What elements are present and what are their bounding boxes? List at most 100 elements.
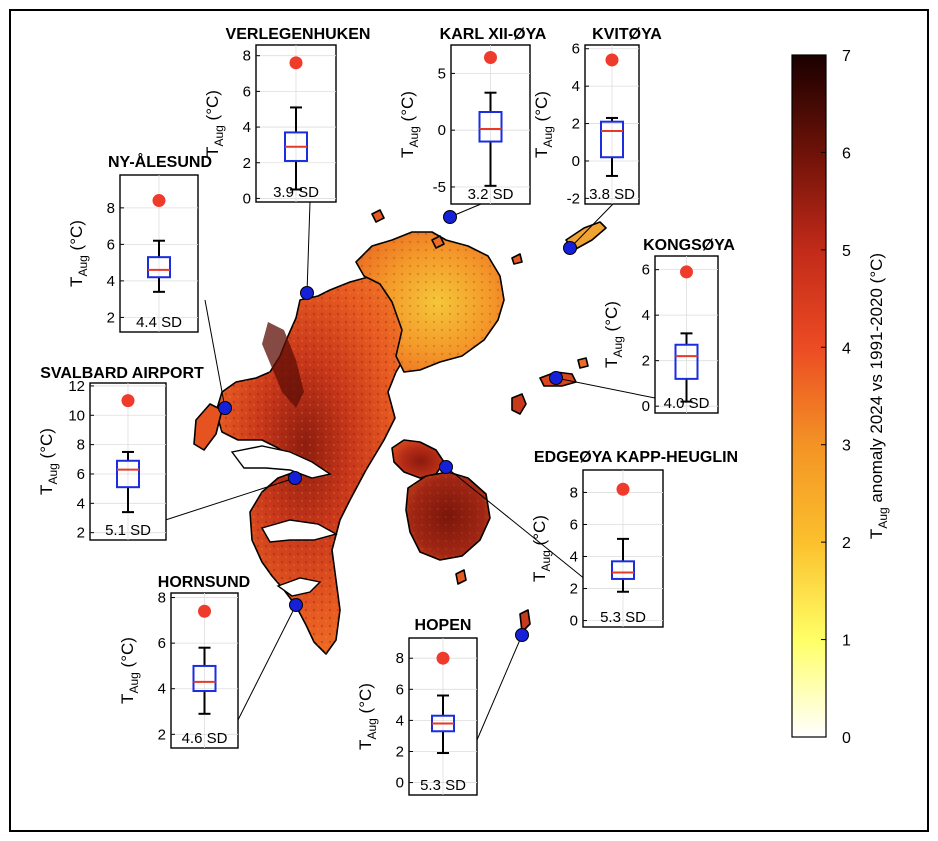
prins-karls-forland <box>193 403 223 451</box>
y-tick-label: 2 <box>158 726 166 743</box>
station-title: KARL XII-ØYA <box>440 26 547 43</box>
connector-hornsund <box>237 604 297 721</box>
station-marker-hornsund <box>289 598 303 612</box>
inset-kongsoya: 0 2 4 6 TAug (°C) 4.0 SD KONGSØYA <box>602 237 735 415</box>
bellsund <box>260 519 338 543</box>
y-tick-label: 4 <box>572 78 580 95</box>
interquartile-box <box>611 560 635 580</box>
station-marker-kongsoya <box>549 371 563 385</box>
connector-ny-alesund <box>204 299 226 409</box>
sd-label: 5.1 SD <box>105 522 151 539</box>
y-axis-label: TAug (°C) <box>67 220 90 287</box>
y-tick-label: 2 <box>572 116 580 133</box>
y-tick-label: 2 <box>77 525 85 542</box>
observed-2024-point <box>198 604 211 618</box>
station-marker-kvitoya <box>563 241 577 255</box>
y-tick-label: 2 <box>570 581 578 598</box>
sd-label: 4.6 SD <box>182 730 228 747</box>
colorbar-label: TAug anomaly 2024 vs 1991-2020 (°C) <box>867 253 890 539</box>
dark-highland <box>262 322 304 408</box>
station-title: KONGSØYA <box>643 237 735 254</box>
y-tick-label: 6 <box>158 635 166 652</box>
station-marker-svalbard-airport <box>288 471 302 485</box>
observed-2024-point <box>484 50 497 64</box>
y-tick-label: 2 <box>107 309 115 326</box>
observed-2024-point <box>121 394 135 408</box>
station-title: NY-ÅLESUND <box>108 152 212 171</box>
observed-2024-point <box>680 265 693 279</box>
y-tick-label: 0 <box>438 122 446 139</box>
y-tick-label: 8 <box>77 437 85 454</box>
interquartile-box <box>674 343 699 380</box>
connector-verlegenhuken <box>306 201 311 294</box>
sd-label: 3.2 SD <box>468 186 514 203</box>
connector-kvitoya <box>569 203 614 249</box>
y-axis-label: TAug (°C) <box>203 90 226 157</box>
observed-2024-point <box>436 651 450 665</box>
y-tick-label: 10 <box>68 407 85 424</box>
observed-2024-point <box>616 482 630 496</box>
sd-label: 3.9 SD <box>273 184 319 201</box>
colorbar-tick-label: 7 <box>842 48 851 65</box>
y-tick-label: 4 <box>243 119 251 136</box>
inset-edgeoya-kapp-heuglin: 0 2 4 6 8 TAug (°C) 5.3 SD EDGEØYA KAPP-HEUGLIN <box>530 449 738 630</box>
y-tick-label: 8 <box>396 650 404 667</box>
inset-hopen: 0 2 4 6 8 TAug (°C) 5.3 SD HOPEN <box>356 617 478 796</box>
inset-kvitoya: -2 0 2 4 6 TAug (°C) 3.8 SD KVITØYA <box>532 26 662 207</box>
small-island-n <box>431 235 445 249</box>
y-tick-label: 12 <box>68 378 85 395</box>
connector-hopen <box>476 634 523 741</box>
interquartile-box <box>478 111 503 143</box>
station-marker-hopen <box>515 628 529 642</box>
y-tick-label: 0 <box>642 398 650 415</box>
colorbar-tick-label: 1 <box>842 633 851 650</box>
y-tick-label: 5 <box>438 65 446 82</box>
svalbard-map <box>193 209 607 655</box>
inset-svalbard-airport: 2 4 6 8 10 12 TAug (°C) 5.1 SD SVALBARD AIRPORT <box>37 365 204 542</box>
colorbar-tick-label: 5 <box>842 243 851 260</box>
y-tick-label: 2 <box>243 155 251 172</box>
observed-2024-point <box>605 53 619 67</box>
y-tick-label: 8 <box>158 590 166 607</box>
y-tick-label: 4 <box>570 549 578 566</box>
inset-karl-xii-oya: -5 0 5 TAug (°C) 3.2 SD KARL XII-ØYA <box>398 26 547 205</box>
y-tick-label: 2 <box>396 743 404 760</box>
y-tick-label: 8 <box>243 48 251 65</box>
sd-label: 5.3 SD <box>600 609 646 626</box>
station-marker-edgeoya-kapp-heuglin <box>439 460 453 474</box>
small-island-s <box>455 569 467 585</box>
connector-kongsoya <box>555 377 656 399</box>
colorbar-scale <box>791 54 827 738</box>
station-marker-verlegenhuken <box>300 286 314 300</box>
y-tick-label: 0 <box>570 613 578 630</box>
inset-ny-alesund: 2 4 6 8 TAug (°C) 4.4 SD NY-ÅLESUND <box>67 152 212 333</box>
y-tick-label: 8 <box>570 484 578 501</box>
y-axis-label: TAug (°C) <box>398 91 421 158</box>
svenskoya <box>511 393 527 415</box>
observed-2024-point <box>289 56 303 70</box>
interquartile-box <box>147 256 171 279</box>
nordaustlandet-texture <box>356 232 504 372</box>
station-title: HORNSUND <box>158 574 250 591</box>
y-axis-label: TAug (°C) <box>530 515 553 582</box>
interquartile-box <box>192 664 217 693</box>
y-tick-label: -2 <box>567 190 580 207</box>
small-island-e <box>577 357 589 369</box>
y-tick-label: 0 <box>396 775 404 792</box>
sd-label: 4.4 SD <box>136 314 182 331</box>
y-tick-label: 0 <box>572 153 580 170</box>
edgeoya-texture <box>406 472 490 560</box>
station-marker-karl-xii-oya <box>443 210 457 224</box>
y-axis-label: TAug (°C) <box>118 637 141 704</box>
isfjorden <box>230 445 332 479</box>
interquartile-box <box>600 120 624 159</box>
y-axis-label: TAug (°C) <box>532 91 555 158</box>
colorbar-ticks: 0 1 2 3 4 5 6 7 <box>821 48 851 747</box>
station-title: VERLEGENHUKEN <box>226 26 371 43</box>
station-title: KVITØYA <box>592 26 662 43</box>
connector-svalbard-airport <box>149 477 296 526</box>
karl-xii-island <box>371 209 385 223</box>
y-tick-label: 0 <box>243 190 251 207</box>
station-title: HOPEN <box>415 617 472 634</box>
y-tick-label: 6 <box>642 262 650 279</box>
